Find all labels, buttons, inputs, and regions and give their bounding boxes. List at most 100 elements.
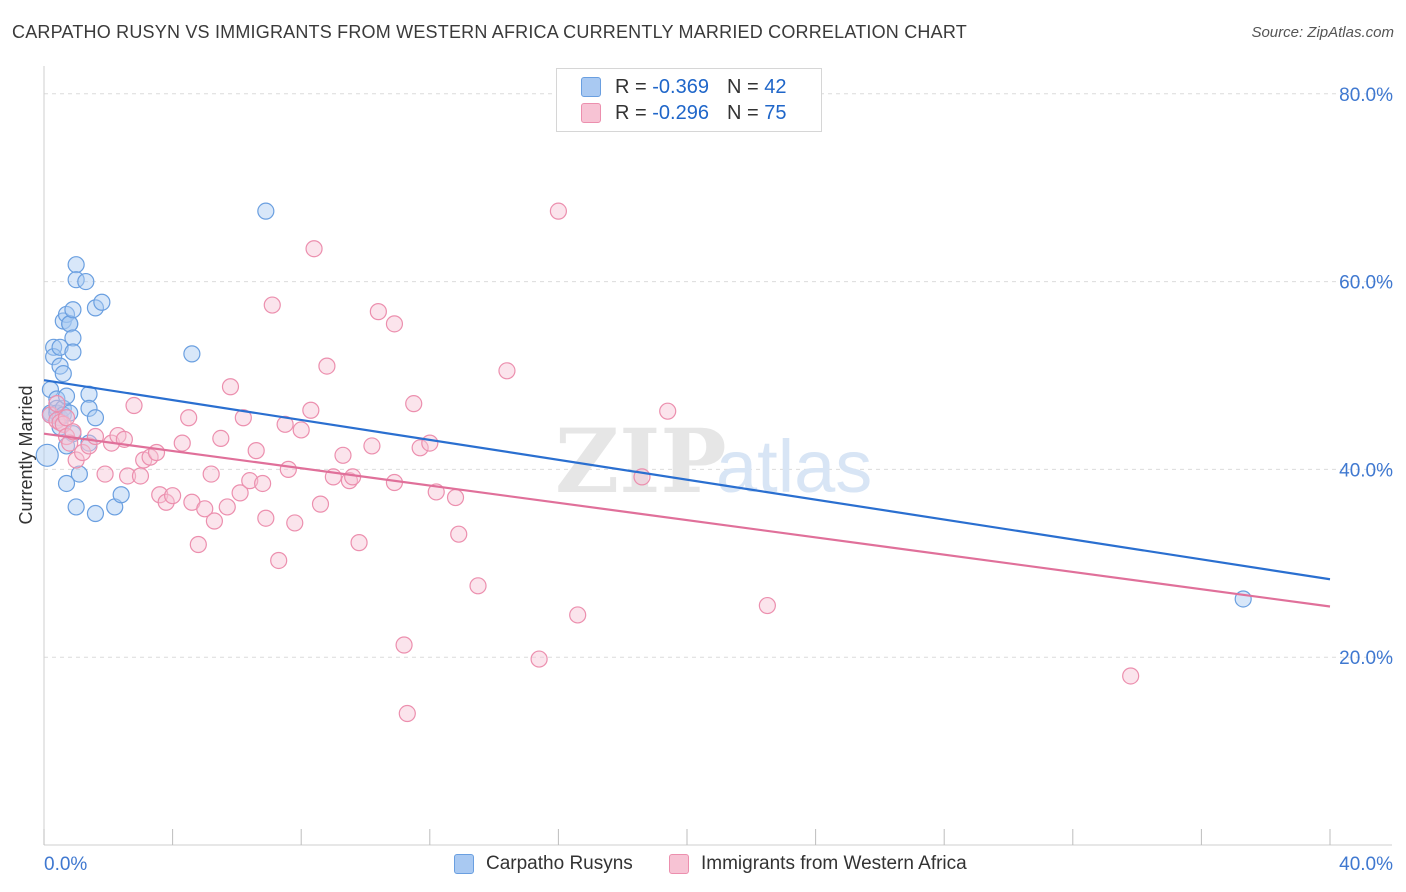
point-western-africa <box>276 415 294 433</box>
point-western-africa <box>157 493 175 511</box>
point-carpatho-rusyns <box>45 348 63 366</box>
point-western-africa <box>202 465 220 483</box>
point-western-africa <box>270 551 288 570</box>
point-western-africa <box>350 534 368 552</box>
point-western-africa <box>57 409 76 427</box>
point-carpatho-rusyns <box>257 202 275 220</box>
y-tick-label: 60.0% <box>1339 273 1393 294</box>
point-western-africa <box>446 488 465 507</box>
point-western-africa <box>73 443 92 462</box>
watermark-zip: ZIP <box>555 409 727 513</box>
point-western-africa <box>758 596 776 615</box>
point-carpatho-rusyns <box>80 399 98 417</box>
watermark-atlas: atlas <box>716 425 872 508</box>
point-western-africa <box>189 535 207 554</box>
point-carpatho-rusyns <box>64 329 82 347</box>
legend-n-label: N = <box>726 101 759 124</box>
bottom-legend-western-africa[interactable]: Immigrants from Western Africa <box>669 852 967 876</box>
point-carpatho-rusyns <box>54 365 72 383</box>
point-western-africa <box>292 421 310 439</box>
point-western-africa <box>118 467 137 485</box>
points-layer <box>35 202 1252 723</box>
point-western-africa <box>247 442 265 460</box>
point-carpatho-rusyns <box>48 390 66 408</box>
chart-title: CARPATHO RUSYN VS IMMIGRANTS FROM WESTER… <box>12 22 967 42</box>
point-western-africa <box>279 460 297 478</box>
point-western-africa <box>212 429 230 448</box>
point-western-africa <box>147 443 166 462</box>
point-western-africa <box>334 446 352 464</box>
bottom-swatch-pink <box>669 854 689 874</box>
legend-r-value: -0.296 <box>652 101 709 124</box>
point-western-africa <box>61 434 79 452</box>
point-western-africa <box>1122 667 1140 685</box>
point-western-africa <box>221 378 240 396</box>
point-western-africa <box>311 495 330 513</box>
legend-n-value: 42 <box>764 75 787 98</box>
point-carpatho-rusyns <box>64 343 82 361</box>
trend-layer <box>43 379 1331 608</box>
watermark: ZIP atlas <box>555 409 872 513</box>
y-tick-label: 80.0% <box>1339 85 1393 106</box>
point-carpatho-rusyns <box>64 301 82 319</box>
bottom-swatch-blue <box>454 854 474 874</box>
point-western-africa <box>218 498 236 516</box>
y-axis-label: Currently Married <box>16 385 36 524</box>
point-carpatho-rusyns <box>61 315 79 333</box>
point-western-africa <box>96 465 114 483</box>
point-carpatho-rusyns <box>93 293 111 311</box>
legend-row-western-africa: R = -0.296 N = 75 <box>581 100 786 126</box>
point-western-africa <box>305 240 323 258</box>
point-western-africa <box>196 500 214 518</box>
point-carpatho-rusyns <box>67 256 85 274</box>
point-carpatho-rusyns <box>183 345 201 363</box>
point-carpatho-rusyns <box>70 465 88 483</box>
point-western-africa <box>173 434 191 452</box>
point-carpatho-rusyns <box>77 272 95 291</box>
legend-r-label: R = <box>615 101 647 124</box>
legend-r-value: -0.369 <box>652 75 709 98</box>
legend-n-label: N = <box>726 75 759 98</box>
legend-r-label: R = <box>615 75 647 98</box>
point-carpatho-rusyns <box>112 486 130 504</box>
correlation-legend: R = -0.369 N = 42 R = -0.296 N = 75 <box>556 68 822 132</box>
point-western-africa <box>530 650 548 668</box>
point-western-africa <box>549 202 568 220</box>
point-western-africa <box>131 467 150 485</box>
point-carpatho-rusyns <box>45 338 63 356</box>
point-western-africa <box>80 437 98 455</box>
trend-line-western-africa <box>43 432 1331 608</box>
point-western-africa <box>318 357 336 375</box>
x-tick-label: 40.0% <box>1339 854 1393 875</box>
point-western-africa <box>369 303 387 321</box>
y-tick-label: 40.0% <box>1339 460 1393 481</box>
point-western-africa <box>164 487 182 505</box>
point-western-africa <box>302 401 320 419</box>
bottom-legend-label: Immigrants from Western Africa <box>701 853 967 874</box>
point-western-africa <box>257 509 275 527</box>
grid-layer <box>44 93 1392 658</box>
point-western-africa <box>234 409 252 427</box>
point-western-africa <box>286 514 304 532</box>
point-western-africa <box>398 704 416 723</box>
point-western-africa <box>263 296 281 314</box>
bottom-legend-carpatho[interactable]: Carpatho Rusyns <box>454 852 633 876</box>
point-western-africa <box>48 395 66 413</box>
point-western-africa <box>421 434 439 452</box>
axis-layer <box>43 66 1392 846</box>
point-western-africa <box>450 525 468 543</box>
point-western-africa <box>205 512 223 530</box>
point-western-africa <box>180 409 198 427</box>
point-western-africa <box>363 437 381 455</box>
point-western-africa <box>395 636 413 654</box>
y-tick-label: 20.0% <box>1339 648 1393 669</box>
point-western-africa <box>385 315 404 333</box>
point-western-africa <box>64 423 82 441</box>
point-carpatho-rusyns <box>57 474 76 493</box>
point-western-africa <box>405 395 423 413</box>
point-carpatho-rusyns <box>67 498 85 516</box>
bottom-legend-label: Carpatho Rusyns <box>486 853 633 874</box>
point-western-africa <box>569 606 587 624</box>
point-western-africa <box>469 577 487 595</box>
